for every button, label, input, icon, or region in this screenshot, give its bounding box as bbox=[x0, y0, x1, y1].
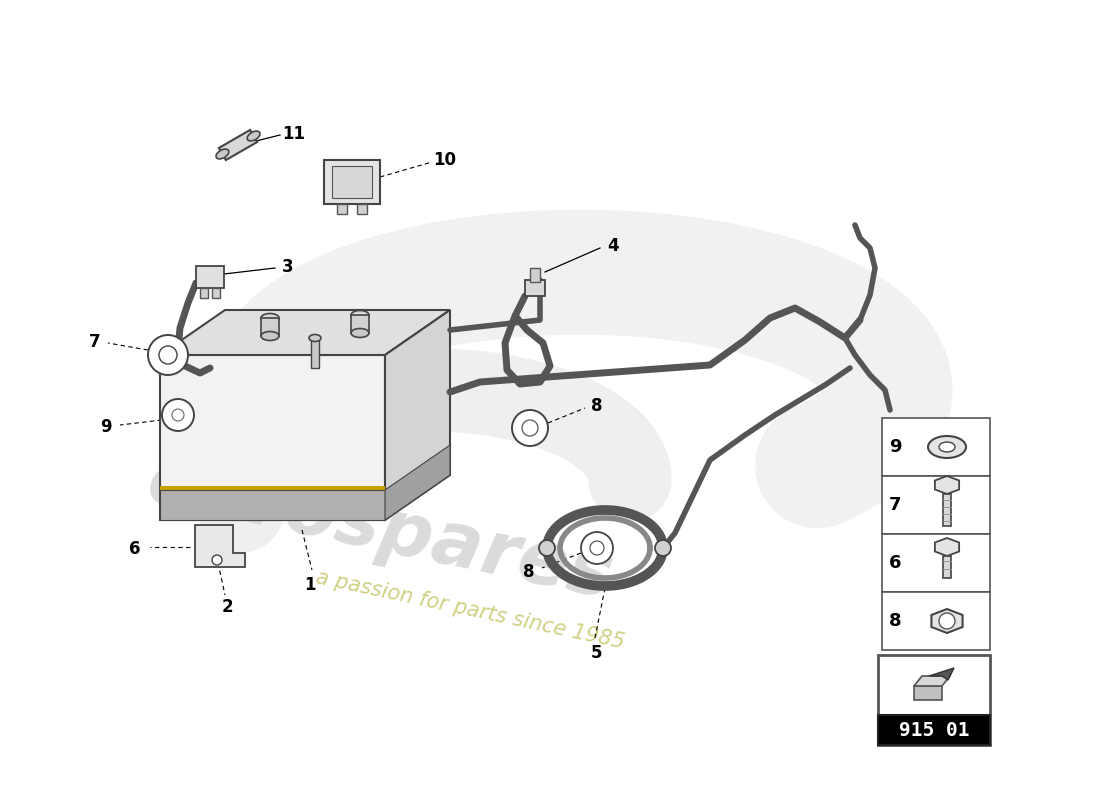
Bar bbox=[351, 315, 369, 333]
Text: 9: 9 bbox=[100, 418, 112, 436]
Ellipse shape bbox=[261, 331, 279, 341]
Bar bbox=[332, 166, 372, 198]
Bar bbox=[943, 494, 951, 526]
Circle shape bbox=[590, 541, 604, 555]
Polygon shape bbox=[930, 668, 954, 680]
Ellipse shape bbox=[309, 334, 321, 342]
Text: 8: 8 bbox=[524, 563, 535, 581]
Polygon shape bbox=[914, 676, 950, 686]
Circle shape bbox=[148, 335, 188, 375]
Circle shape bbox=[654, 540, 671, 556]
Polygon shape bbox=[160, 310, 450, 355]
Ellipse shape bbox=[928, 436, 966, 458]
Bar bbox=[878, 655, 990, 745]
Circle shape bbox=[512, 410, 548, 446]
Text: 9: 9 bbox=[889, 438, 901, 456]
Circle shape bbox=[160, 346, 177, 364]
Text: a passion for parts since 1985: a passion for parts since 1985 bbox=[314, 567, 626, 653]
Text: 8: 8 bbox=[592, 397, 603, 415]
Text: 7: 7 bbox=[889, 496, 901, 514]
Bar bbox=[212, 288, 220, 298]
Bar bbox=[943, 556, 951, 578]
Polygon shape bbox=[219, 130, 257, 160]
Text: 5: 5 bbox=[592, 644, 603, 662]
Polygon shape bbox=[914, 686, 942, 700]
Ellipse shape bbox=[351, 310, 369, 319]
Ellipse shape bbox=[261, 314, 279, 322]
Ellipse shape bbox=[351, 329, 369, 338]
Bar bbox=[311, 338, 319, 368]
Bar bbox=[358, 204, 367, 214]
Text: 6: 6 bbox=[889, 554, 901, 572]
Bar bbox=[196, 266, 224, 288]
Text: 3: 3 bbox=[283, 258, 294, 276]
Polygon shape bbox=[385, 445, 450, 520]
Text: 8: 8 bbox=[889, 612, 901, 630]
Text: 2: 2 bbox=[221, 598, 233, 616]
Text: 6: 6 bbox=[130, 540, 141, 558]
Bar bbox=[261, 318, 279, 336]
Polygon shape bbox=[935, 476, 959, 494]
Text: 7: 7 bbox=[89, 333, 101, 351]
Bar bbox=[878, 715, 990, 745]
Ellipse shape bbox=[939, 442, 955, 452]
Text: eurospares: eurospares bbox=[141, 445, 619, 615]
Text: 915 01: 915 01 bbox=[899, 721, 969, 739]
Polygon shape bbox=[385, 310, 450, 520]
Text: 10: 10 bbox=[433, 151, 456, 169]
Bar bbox=[882, 534, 990, 592]
Circle shape bbox=[539, 540, 556, 556]
Circle shape bbox=[581, 532, 613, 564]
Circle shape bbox=[522, 420, 538, 436]
Circle shape bbox=[162, 399, 194, 431]
Bar bbox=[200, 288, 208, 298]
Bar bbox=[337, 204, 346, 214]
Bar bbox=[324, 160, 380, 204]
Circle shape bbox=[172, 409, 184, 421]
Polygon shape bbox=[935, 538, 959, 556]
Ellipse shape bbox=[248, 131, 260, 141]
Circle shape bbox=[939, 613, 955, 629]
Circle shape bbox=[212, 555, 222, 565]
Polygon shape bbox=[195, 525, 245, 567]
Polygon shape bbox=[932, 609, 962, 633]
Text: 1: 1 bbox=[305, 576, 316, 594]
Bar bbox=[530, 268, 540, 282]
Bar bbox=[882, 592, 990, 650]
Polygon shape bbox=[160, 490, 385, 520]
Polygon shape bbox=[160, 355, 385, 520]
Text: 4: 4 bbox=[607, 237, 619, 255]
Text: 11: 11 bbox=[283, 125, 306, 143]
Ellipse shape bbox=[216, 149, 229, 159]
Polygon shape bbox=[160, 486, 385, 490]
Bar bbox=[882, 476, 990, 534]
Bar bbox=[525, 280, 544, 296]
Bar bbox=[882, 418, 990, 476]
